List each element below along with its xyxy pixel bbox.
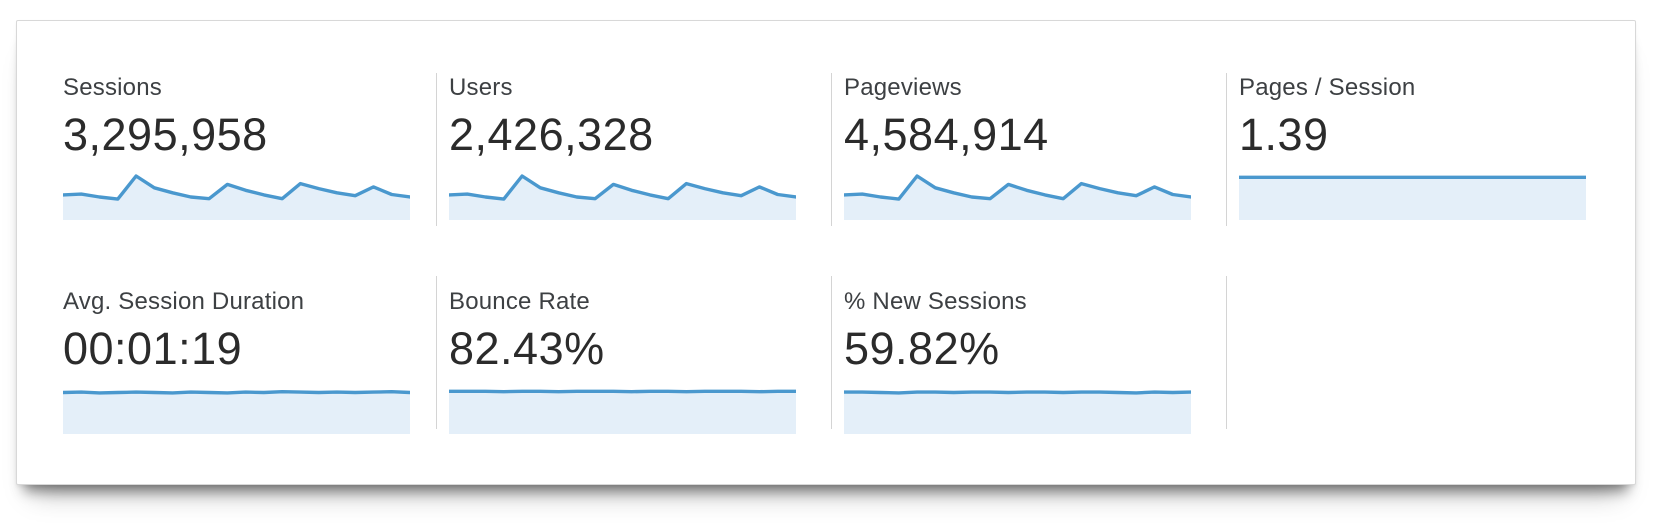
metric-label-pages-per-session: Pages / Session <box>1239 74 1416 101</box>
metrics-grid: Sessions 3,295,958 Users 2,426,328 Pagev… <box>17 21 1635 484</box>
metric-label-pct-new-sessions: % New Sessions <box>844 288 1027 315</box>
metric-card-avg-session-duration[interactable]: Avg. Session Duration 00:01:19 <box>17 254 436 484</box>
pct-new-sessions-sparkline <box>844 386 1191 434</box>
metric-label-users: Users <box>449 74 513 101</box>
sessions-sparkline <box>63 172 410 220</box>
metric-card-pages-per-session[interactable]: Pages / Session 1.39 <box>1226 21 1635 254</box>
avg-session-duration-sparkline <box>63 386 410 434</box>
metric-value-sessions: 3,295,958 <box>63 109 268 160</box>
metric-label-bounce-rate: Bounce Rate <box>449 288 590 315</box>
metric-value-users: 2,426,328 <box>449 109 654 160</box>
metric-card-sessions[interactable]: Sessions 3,295,958 <box>17 21 436 254</box>
metric-card-pageviews[interactable]: Pageviews 4,584,914 <box>831 21 1226 254</box>
pageviews-sparkline <box>844 172 1191 220</box>
users-sparkline <box>449 172 796 220</box>
metric-card-users[interactable]: Users 2,426,328 <box>436 21 831 254</box>
metric-card-pct-new-sessions[interactable]: % New Sessions 59.82% <box>831 254 1226 484</box>
metric-value-avg-session-duration: 00:01:19 <box>63 323 243 374</box>
empty-cell <box>1226 254 1635 484</box>
metric-value-pct-new-sessions: 59.82% <box>844 323 1000 374</box>
metric-value-pageviews: 4,584,914 <box>844 109 1049 160</box>
metric-label-avg-session-duration: Avg. Session Duration <box>63 288 305 315</box>
bounce-rate-sparkline <box>449 386 796 434</box>
metric-label-sessions: Sessions <box>63 74 162 101</box>
metric-value-bounce-rate: 82.43% <box>449 323 605 374</box>
metrics-panel: Sessions 3,295,958 Users 2,426,328 Pagev… <box>16 20 1636 485</box>
metric-card-bounce-rate[interactable]: Bounce Rate 82.43% <box>436 254 831 484</box>
pages-per-session-sparkline <box>1239 172 1586 220</box>
metric-label-pageviews: Pageviews <box>844 74 962 101</box>
metric-value-pages-per-session: 1.39 <box>1239 109 1329 160</box>
